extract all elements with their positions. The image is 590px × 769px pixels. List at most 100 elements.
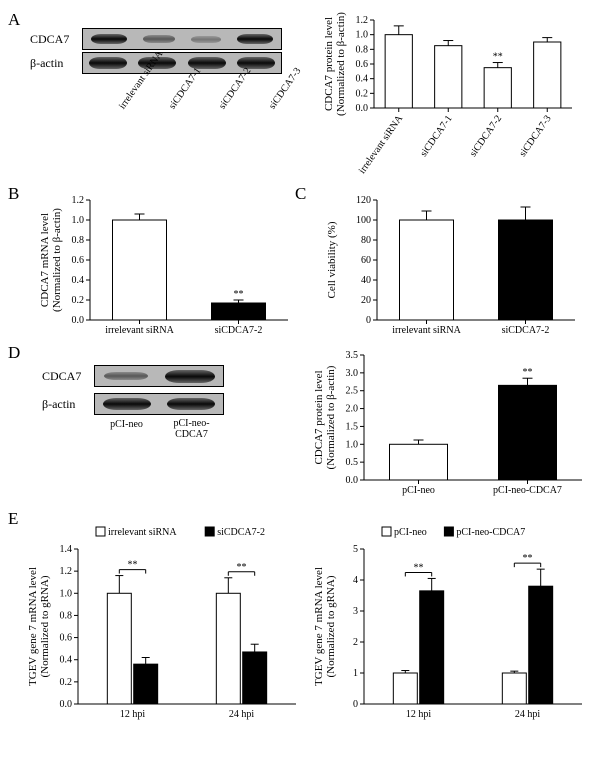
svg-text:100: 100 [356, 215, 371, 226]
svg-text:5: 5 [353, 544, 358, 555]
svg-text:0.4: 0.4 [356, 74, 369, 85]
svg-text:1.0: 1.0 [60, 588, 73, 599]
svg-text:3: 3 [353, 606, 358, 617]
svg-text:pCI-neo-CDCA7: pCI-neo-CDCA7 [493, 485, 562, 496]
svg-text:Cell viability (%): Cell viability (%) [326, 221, 338, 298]
svg-text:0.8: 0.8 [60, 610, 73, 621]
panel-a-blots: CDCA7 β-actin irrelevant siRNA siCDCA7-1… [30, 28, 282, 116]
svg-text:CDCA7 mRNA level: CDCA7 mRNA level [39, 213, 51, 307]
panel-e-left: 0.00.20.40.60.81.01.21.4TGEV gene 7 mRNA… [22, 519, 302, 724]
svg-text:80: 80 [361, 235, 371, 246]
blot-cdca7 [82, 28, 282, 50]
svg-text:0.2: 0.2 [60, 677, 73, 688]
svg-text:1.2: 1.2 [72, 195, 85, 206]
svg-text:**: ** [493, 52, 503, 63]
svg-text:0.4: 0.4 [72, 275, 85, 286]
svg-text:0.0: 0.0 [356, 103, 369, 114]
svg-text:3.5: 3.5 [346, 350, 359, 361]
svg-text:0.0: 0.0 [346, 475, 359, 486]
lane-lab-0: irrelevant siRNA [117, 105, 126, 111]
svg-text:0.6: 0.6 [72, 255, 85, 266]
svg-text:20: 20 [361, 295, 371, 306]
panel-d-label: D [8, 343, 20, 363]
svg-text:pCI-neo: pCI-neo [402, 485, 435, 496]
panel-d: D CDCA7 β-actin pCI-neo pCI-neo-CDCA7 0.… [8, 343, 582, 503]
svg-text:CDCA7 protein level: CDCA7 protein level [313, 370, 325, 464]
svg-text:12 hpi: 12 hpi [406, 709, 432, 720]
blot-d-label-cdca7: CDCA7 [42, 369, 90, 384]
lane-d-1: pCI-neo-CDCA7 [159, 419, 224, 440]
svg-text:**: ** [523, 367, 533, 378]
svg-text:120: 120 [356, 195, 371, 206]
svg-text:siCDCA7-2: siCDCA7-2 [217, 527, 265, 538]
svg-text:40: 40 [361, 275, 371, 286]
svg-text:pCI-neo-CDCA7: pCI-neo-CDCA7 [456, 527, 525, 538]
svg-text:0.8: 0.8 [72, 235, 85, 246]
panel-d-lanes: pCI-neo pCI-neo-CDCA7 [94, 419, 224, 440]
blot-label-cdca7: CDCA7 [30, 32, 78, 47]
svg-text:**: ** [234, 289, 244, 300]
svg-text:1.4: 1.4 [60, 544, 73, 555]
svg-text:4: 4 [353, 575, 358, 586]
svg-text:1.0: 1.0 [346, 439, 359, 450]
blot-d-bactin [94, 393, 224, 415]
svg-text:0.2: 0.2 [356, 88, 369, 99]
svg-text:60: 60 [361, 255, 371, 266]
svg-text:0.2: 0.2 [72, 295, 85, 306]
svg-text:24 hpi: 24 hpi [229, 709, 255, 720]
svg-text:0.8: 0.8 [356, 44, 369, 55]
svg-text:12 hpi: 12 hpi [120, 709, 146, 720]
svg-text:TGEV gene 7 mRNA level: TGEV gene 7 mRNA level [313, 567, 325, 686]
blot-d-row-cdca7: CDCA7 [42, 365, 224, 387]
panel-b-label: B [8, 184, 19, 204]
svg-text:siCDCA7-1: siCDCA7-1 [418, 113, 454, 158]
panel-c-label: C [295, 184, 306, 204]
panel-b: B 0.0 0.2 0.4 0.6 0.8 1.0 1.2 CDCA7 mRNA level(… [8, 184, 295, 339]
svg-text:(Normalized to gRNA): (Normalized to gRNA) [39, 575, 51, 677]
svg-text:irrelevant siRNA: irrelevant siRNA [105, 325, 174, 336]
panel-a: A CDCA7 β-actin irrelevant siRNA siCDCA7… [8, 10, 582, 180]
svg-text:0: 0 [353, 699, 358, 710]
panel-c: C 0 20 40 60 80 100 120 Cell viability (%) irrel… [295, 184, 582, 339]
svg-text:**: ** [414, 562, 424, 573]
svg-text:0.6: 0.6 [356, 59, 369, 70]
svg-text:1.0: 1.0 [72, 215, 85, 226]
svg-text:0.0: 0.0 [72, 315, 85, 326]
svg-text:(Normalized to β-actin): (Normalized to β-actin) [335, 12, 347, 116]
svg-text:**: ** [523, 553, 533, 564]
blot-d-label-bactin: β-actin [42, 397, 90, 412]
panel-a-label: A [8, 10, 20, 30]
svg-text:siCDCA7-2: siCDCA7-2 [502, 325, 550, 336]
lane-lab-2: siCDCA7-2 [217, 105, 226, 111]
svg-text:0: 0 [366, 315, 371, 326]
svg-text:0.5: 0.5 [346, 457, 359, 468]
svg-text:1.2: 1.2 [60, 566, 73, 577]
panel-c-barchart: 0 20 40 60 80 100 120 Cell viability (%) irrelev… [321, 190, 581, 340]
svg-text:1.2: 1.2 [356, 15, 369, 26]
svg-text:irrelevant siRNA: irrelevant siRNA [357, 113, 406, 176]
svg-text:2.5: 2.5 [346, 386, 359, 397]
blot-d-row-bactin: β-actin [42, 393, 224, 415]
panel-e: E 0.00.20.40.60.81.01.21.4TGEV gene 7 mR… [8, 509, 582, 719]
svg-text:pCI-neo: pCI-neo [394, 527, 427, 538]
svg-text:siCDCA7-2: siCDCA7-2 [468, 113, 504, 158]
panel-d-blots: CDCA7 β-actin pCI-neo pCI-neo-CDCA7 [42, 365, 224, 440]
lane-lab-1: siCDCA7-1 [167, 105, 176, 111]
svg-text:irrelevant siRNA: irrelevant siRNA [392, 325, 461, 336]
svg-text:0.4: 0.4 [60, 655, 73, 666]
svg-text:24 hpi: 24 hpi [515, 709, 541, 720]
svg-text:**: ** [237, 562, 247, 573]
svg-text:2.0: 2.0 [346, 404, 359, 415]
svg-text:siCDCA7-2: siCDCA7-2 [215, 325, 263, 336]
svg-text:**: ** [128, 560, 138, 571]
svg-text:TGEV gene 7 mRNA level: TGEV gene 7 mRNA level [27, 567, 39, 686]
panel-a-barchart: 0.00.20.40.60.81.01.2CDCA7 protein level… [318, 10, 578, 180]
panel-e-right: 012345TGEV gene 7 mRNA level(Normalized … [308, 519, 588, 724]
svg-text:2: 2 [353, 637, 358, 648]
panel-d-barchart: 0.00.51.01.52.02.53.03.5CDCA7 protein le… [308, 345, 588, 500]
svg-text:1: 1 [353, 668, 358, 679]
svg-text:(Normalized to β-actin): (Normalized to β-actin) [51, 208, 63, 312]
svg-text:(Normalized to β-actin): (Normalized to β-actin) [325, 365, 337, 469]
svg-text:CDCA7 protein level: CDCA7 protein level [323, 17, 335, 111]
blot-label-bactin: β-actin [30, 56, 78, 71]
